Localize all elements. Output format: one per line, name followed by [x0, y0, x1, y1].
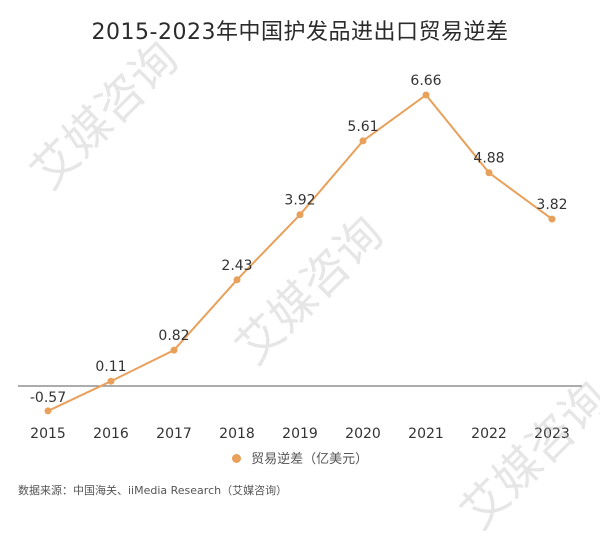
data-label: 3.92 — [284, 193, 315, 209]
data-label: 0.82 — [158, 328, 189, 344]
data-point — [233, 276, 241, 284]
data-point — [296, 211, 304, 219]
x-tick-label: 2015 — [30, 426, 66, 442]
data-label: 6.66 — [410, 73, 441, 89]
data-label: 5.61 — [347, 119, 378, 135]
data-point — [548, 215, 556, 223]
x-tick-label: 2016 — [93, 426, 129, 442]
x-tick-label: 2021 — [408, 426, 444, 442]
x-tick-label: 2018 — [219, 426, 255, 442]
chart-page: 2015-2023年中国护发品进出口贸易逆差 -0.57 0.11 0.82 2.43… — [0, 20, 600, 539]
data-point — [170, 346, 178, 354]
data-point — [107, 377, 115, 385]
data-points — [44, 91, 556, 415]
data-label: 2.43 — [221, 258, 252, 274]
data-point — [44, 407, 52, 415]
x-tick-label: 2022 — [471, 426, 507, 442]
data-point — [485, 169, 493, 177]
data-labels: -0.57 0.11 0.82 2.43 3.92 5.61 6.66 4.88 3.82 — [30, 73, 568, 406]
data-label: -0.57 — [30, 390, 66, 406]
legend: 贸易逆差（亿美元） — [0, 448, 600, 467]
x-tick-label: 2023 — [534, 426, 570, 442]
data-label: 4.88 — [473, 151, 504, 167]
data-label: 3.82 — [536, 197, 567, 213]
data-label: 0.11 — [95, 359, 126, 375]
x-tick-labels: 2015 2016 2017 2018 2019 2020 2021 2022 2023 — [30, 426, 570, 442]
data-point — [422, 91, 430, 99]
data-point — [359, 137, 367, 145]
line-chart: -0.57 0.11 0.82 2.43 3.92 5.61 6.66 4.88 3.82 20… — [18, 73, 582, 442]
legend-marker — [231, 454, 241, 463]
source-note: 数据来源：中国海关、iiMedia Research（艾媒咨询） — [18, 484, 288, 497]
x-tick-label: 2020 — [345, 426, 381, 442]
x-tick-label: 2019 — [282, 426, 318, 442]
legend-label: 贸易逆差（亿美元） — [251, 452, 369, 467]
chart-title: 2015-2023年中国护发品进出口贸易逆差 — [91, 20, 509, 45]
x-tick-label: 2017 — [156, 426, 192, 442]
